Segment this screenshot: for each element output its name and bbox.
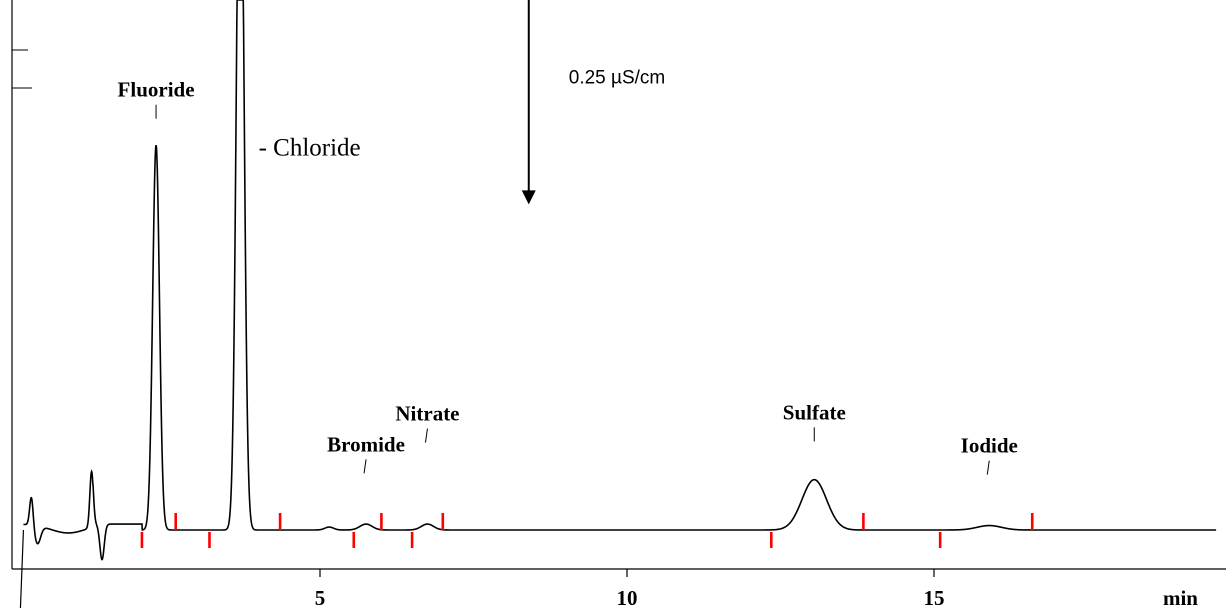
- peak-label-bromide: Bromide: [327, 432, 405, 456]
- scale-bar: 0.25 µS/cm: [522, 0, 665, 204]
- x-axis-label: min: [1163, 586, 1198, 610]
- peak-label-sulfate: Sulfate: [783, 400, 846, 424]
- x-tick-label: 10: [617, 586, 638, 610]
- peak-label-tick: [987, 461, 989, 475]
- peak-labels: Fluoride - Chloride Bromide Nitrate Sulfate I…: [118, 78, 1018, 475]
- peak-label-tick: [364, 459, 366, 473]
- x-axis-ticks: 5 10 15 min: [315, 569, 1199, 610]
- peak-label-nitrate: Nitrate: [395, 402, 459, 426]
- trace-layer: [20, 0, 1216, 608]
- peak-label-iodide: Iodide: [961, 434, 1018, 458]
- peak-label-fluoride: Fluoride: [118, 78, 195, 102]
- x-tick-label: 15: [924, 586, 945, 610]
- scale-bar-label: 0.25 µS/cm: [569, 67, 665, 88]
- peak-label-chloride: - Chloride: [259, 134, 361, 161]
- peak-label-tick: [425, 429, 427, 443]
- x-tick-label: 5: [315, 586, 326, 610]
- scale-bar-arrow-down: [522, 190, 536, 204]
